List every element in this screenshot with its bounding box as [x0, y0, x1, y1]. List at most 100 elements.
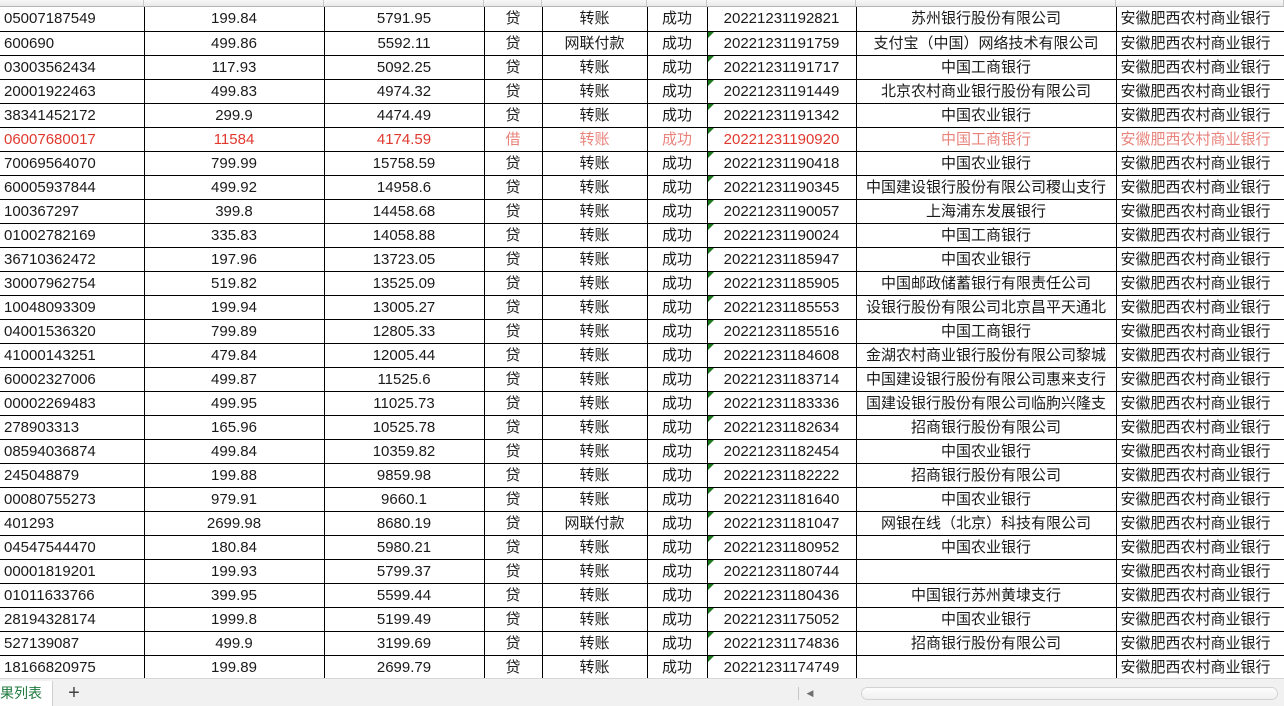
column-header-strip[interactable] [0, 0, 1284, 7]
sheet-tab-active[interactable]: 果列表 [0, 680, 53, 706]
cell-own-bank[interactable]: 安徽肥西农村商业银行 [1116, 391, 1284, 416]
cell-counterparty-bank[interactable] [856, 559, 1117, 584]
cell-balance[interactable]: 4174.59 [324, 127, 485, 152]
cell-status[interactable]: 成功 [647, 199, 708, 224]
cell-own-bank[interactable]: 安徽肥西农村商业银行 [1116, 583, 1284, 608]
cell-account-number[interactable]: 18166820975 [0, 655, 145, 678]
cell-own-bank[interactable]: 安徽肥西农村商业银行 [1116, 199, 1284, 224]
cell-transaction-type[interactable]: 转账 [542, 463, 648, 488]
table-row[interactable]: 01011633766 399.95 5599.44 贷转账 成功 20221231180… [0, 583, 1284, 608]
table-row[interactable]: 01002782169 335.83 14058.88 贷转账 成功 2022123119… [0, 223, 1284, 248]
cell-amount[interactable]: 499.87 [144, 367, 325, 392]
cell-datetime[interactable]: 20221231190057 [707, 199, 857, 224]
cell-transaction-type[interactable]: 转账 [542, 295, 648, 320]
cell-debit-credit[interactable]: 贷 [484, 103, 543, 128]
cell-counterparty-bank[interactable]: 网银在线（北京）科技有限公司 [856, 511, 1117, 536]
cell-transaction-type[interactable]: 转账 [542, 655, 648, 678]
cell-own-bank[interactable]: 安徽肥西农村商业银行 [1116, 175, 1284, 200]
cell-counterparty-bank[interactable]: 中国农业银行 [856, 151, 1117, 176]
cell-account-number[interactable]: 28194328174 [0, 607, 145, 632]
cell-transaction-type[interactable]: 转账 [542, 79, 648, 104]
horizontal-scroll-track[interactable] [861, 686, 1278, 700]
add-sheet-button[interactable]: + [68, 681, 80, 704]
cell-amount[interactable]: 499.95 [144, 391, 325, 416]
sheet-tab-list[interactable]: 果列表 + [0, 679, 95, 706]
cell-status[interactable]: 成功 [647, 607, 708, 632]
cell-amount[interactable]: 799.89 [144, 319, 325, 344]
cell-counterparty-bank[interactable]: 支付宝（中国）网络技术有限公司 [856, 31, 1117, 56]
cell-transaction-type[interactable]: 转账 [542, 391, 648, 416]
cell-status[interactable]: 成功 [647, 415, 708, 440]
cell-amount[interactable]: 199.93 [144, 559, 325, 584]
cell-account-number[interactable]: 03003562434 [0, 55, 145, 80]
cell-balance[interactable]: 5092.25 [324, 55, 485, 80]
cell-counterparty-bank[interactable]: 中国工商银行 [856, 223, 1117, 248]
cell-debit-credit[interactable]: 贷 [484, 79, 543, 104]
table-row[interactable]: 60002327006 499.87 11525.6 贷转账 成功 20221231183… [0, 367, 1284, 392]
cell-debit-credit[interactable]: 贷 [484, 343, 543, 368]
cell-datetime[interactable]: 20221231191449 [707, 79, 857, 104]
cell-account-number[interactable]: 20001922463 [0, 79, 145, 104]
cell-own-bank[interactable]: 安徽肥西农村商业银行 [1116, 31, 1284, 56]
column-header-amount[interactable] [144, 0, 324, 6]
table-row[interactable]: 600690 499.86 5592.11 贷网联付款 成功 20221231191759… [0, 31, 1284, 56]
cell-transaction-type[interactable]: 转账 [542, 199, 648, 224]
cell-debit-credit[interactable]: 贷 [484, 535, 543, 560]
cell-own-bank[interactable]: 安徽肥西农村商业银行 [1116, 247, 1284, 272]
cell-transaction-type[interactable]: 转账 [542, 223, 648, 248]
cell-amount[interactable]: 499.84 [144, 439, 325, 464]
cell-amount[interactable]: 2699.98 [144, 511, 325, 536]
cell-datetime[interactable]: 20221231175052 [707, 607, 857, 632]
cell-counterparty-bank[interactable]: 中国工商银行 [856, 319, 1117, 344]
cell-counterparty-bank[interactable]: 金湖农村商业银行股份有限公司黎城 [856, 343, 1117, 368]
cell-status[interactable]: 成功 [647, 367, 708, 392]
table-row[interactable]: 278903313 165.96 10525.78 贷转账 成功 202212311826… [0, 415, 1284, 440]
cell-balance[interactable]: 14058.88 [324, 223, 485, 248]
table-row[interactable]: 20001922463 499.83 4974.32 贷转账 成功 20221231191… [0, 79, 1284, 104]
scroll-left-arrow-icon[interactable]: ◀ [806, 687, 814, 698]
cell-counterparty-bank[interactable]: 上海浦东发展银行 [856, 199, 1117, 224]
cell-balance[interactable]: 5799.37 [324, 559, 485, 584]
cell-counterparty-bank[interactable]: 设银行股份有限公司北京昌平天通北 [856, 295, 1117, 320]
cell-transaction-type[interactable]: 网联付款 [542, 511, 648, 536]
cell-status[interactable]: 成功 [647, 223, 708, 248]
cell-transaction-type[interactable]: 转账 [542, 343, 648, 368]
cell-datetime[interactable]: 20221231182634 [707, 415, 857, 440]
cell-transaction-type[interactable]: 转账 [542, 271, 648, 296]
cell-datetime[interactable]: 20221231180744 [707, 559, 857, 584]
cell-own-bank[interactable]: 安徽肥西农村商业银行 [1116, 343, 1284, 368]
cell-balance[interactable]: 13005.27 [324, 295, 485, 320]
cell-account-number[interactable]: 00080755273 [0, 487, 145, 512]
cell-counterparty-bank[interactable]: 中国工商银行 [856, 55, 1117, 80]
table-row[interactable]: 10048093309 199.94 13005.27 贷转账 成功 2022123118… [0, 295, 1284, 320]
cell-own-bank[interactable]: 安徽肥西农村商业银行 [1116, 511, 1284, 536]
cell-transaction-type[interactable]: 网联付款 [542, 31, 648, 56]
horizontal-scrollbar[interactable]: ◀ [780, 680, 1284, 706]
cell-transaction-type[interactable]: 转账 [542, 175, 648, 200]
cell-status[interactable]: 成功 [647, 271, 708, 296]
cell-transaction-type[interactable]: 转账 [542, 319, 648, 344]
cell-datetime[interactable]: 20221231190418 [707, 151, 857, 176]
cell-counterparty-bank[interactable]: 中国农业银行 [856, 439, 1117, 464]
cell-counterparty-bank[interactable]: 中国农业银行 [856, 487, 1117, 512]
cell-datetime[interactable]: 20221231174749 [707, 655, 857, 678]
cell-datetime[interactable]: 20221231190345 [707, 175, 857, 200]
cell-own-bank[interactable]: 安徽肥西农村商业银行 [1116, 55, 1284, 80]
cell-balance[interactable]: 5592.11 [324, 31, 485, 56]
cell-account-number[interactable]: 00001819201 [0, 559, 145, 584]
cell-datetime[interactable]: 20221231185516 [707, 319, 857, 344]
column-header-counterparty-bank[interactable] [856, 0, 1116, 6]
cell-own-bank[interactable]: 安徽肥西农村商业银行 [1116, 439, 1284, 464]
cell-amount[interactable]: 979.91 [144, 487, 325, 512]
cell-counterparty-bank[interactable]: 中国农业银行 [856, 535, 1117, 560]
cell-amount[interactable]: 199.88 [144, 463, 325, 488]
cell-balance[interactable]: 5980.21 [324, 535, 485, 560]
cell-amount[interactable]: 299.9 [144, 103, 325, 128]
cell-datetime[interactable]: 20221231190920 [707, 127, 857, 152]
cell-debit-credit[interactable]: 贷 [484, 7, 543, 32]
grid-viewport[interactable]: 05007187549 199.84 5791.95 贷转账 成功 20221231192… [0, 0, 1284, 678]
cell-transaction-type[interactable]: 转账 [542, 439, 648, 464]
cell-account-number[interactable]: 245048879 [0, 463, 145, 488]
cell-own-bank[interactable]: 安徽肥西农村商业银行 [1116, 127, 1284, 152]
cell-own-bank[interactable]: 安徽肥西农村商业银行 [1116, 271, 1284, 296]
